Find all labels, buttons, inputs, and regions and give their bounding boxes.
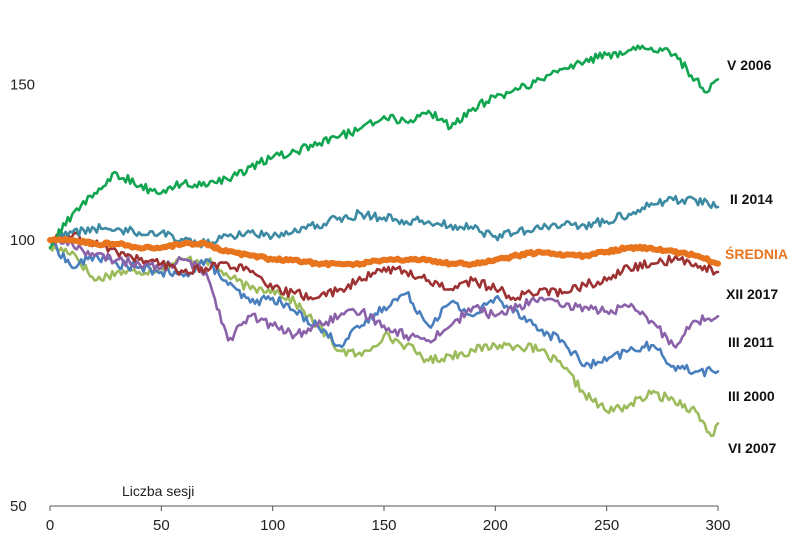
- series-line-średnia: [47, 235, 721, 269]
- x-tick-label: 250: [594, 517, 619, 534]
- series-labels: VI 2007 III 2000 III 2011 XII 2017 II 2014 V …: [725, 57, 788, 456]
- x-tick-label: 300: [705, 517, 730, 534]
- y-tick-label: 100: [10, 232, 35, 249]
- series-label: V 2006: [727, 57, 772, 73]
- x-tick-label: 0: [46, 517, 54, 534]
- series-label: VI 2007: [728, 440, 776, 456]
- series-label: ŚREDNIA: [725, 245, 788, 262]
- x-tick-label: 150: [371, 517, 396, 534]
- x-axis: 0 50 100 150 200 250 300: [46, 505, 731, 534]
- x-tick-label: 50: [153, 517, 170, 534]
- series-line-iii-2000: [48, 238, 720, 378]
- y-axis: 50 100 150: [10, 76, 35, 515]
- series-label: III 2011: [728, 334, 774, 350]
- x-tick-label: 200: [483, 517, 508, 534]
- y-tick-label: 50: [10, 498, 27, 515]
- x-tick-label: 100: [260, 517, 285, 534]
- series-line-ii-2014: [48, 195, 720, 249]
- series-label: III 2000: [728, 388, 775, 404]
- series-label: II 2014: [730, 191, 773, 207]
- series-line-iii-2011: [48, 237, 720, 349]
- series-line-xii-2017: [48, 231, 720, 302]
- series-label: XII 2017: [726, 286, 778, 302]
- y-tick-label: 150: [10, 76, 35, 93]
- x-axis-title: Liczba sesji: [122, 483, 194, 499]
- series-line-v-2006: [48, 44, 720, 250]
- series-lines: [47, 44, 721, 438]
